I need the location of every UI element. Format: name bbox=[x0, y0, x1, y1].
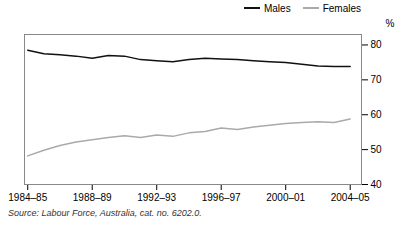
svg-text:70: 70 bbox=[371, 74, 383, 85]
svg-text:50: 50 bbox=[371, 144, 383, 155]
svg-text:40: 40 bbox=[371, 179, 383, 190]
svg-text:%: % bbox=[386, 18, 395, 29]
svg-text:1984–85: 1984–85 bbox=[8, 192, 47, 203]
svg-text:1988–89: 1988–89 bbox=[73, 192, 112, 203]
svg-text:1996–97: 1996–97 bbox=[202, 192, 241, 203]
svg-text:1992–93: 1992–93 bbox=[137, 192, 176, 203]
html-text:Females: Females bbox=[322, 2, 361, 14]
svg-text:2000–01: 2000–01 bbox=[266, 192, 305, 203]
svg-text:80: 80 bbox=[371, 39, 383, 50]
svg-text:2004–05: 2004–05 bbox=[331, 192, 370, 203]
html-text:Source: Labour Force, Australi: Source: Labour Force, Australia, cat. no… bbox=[8, 208, 202, 218]
html-text:Males: Males bbox=[264, 2, 291, 14]
svg-text:60: 60 bbox=[371, 109, 383, 120]
